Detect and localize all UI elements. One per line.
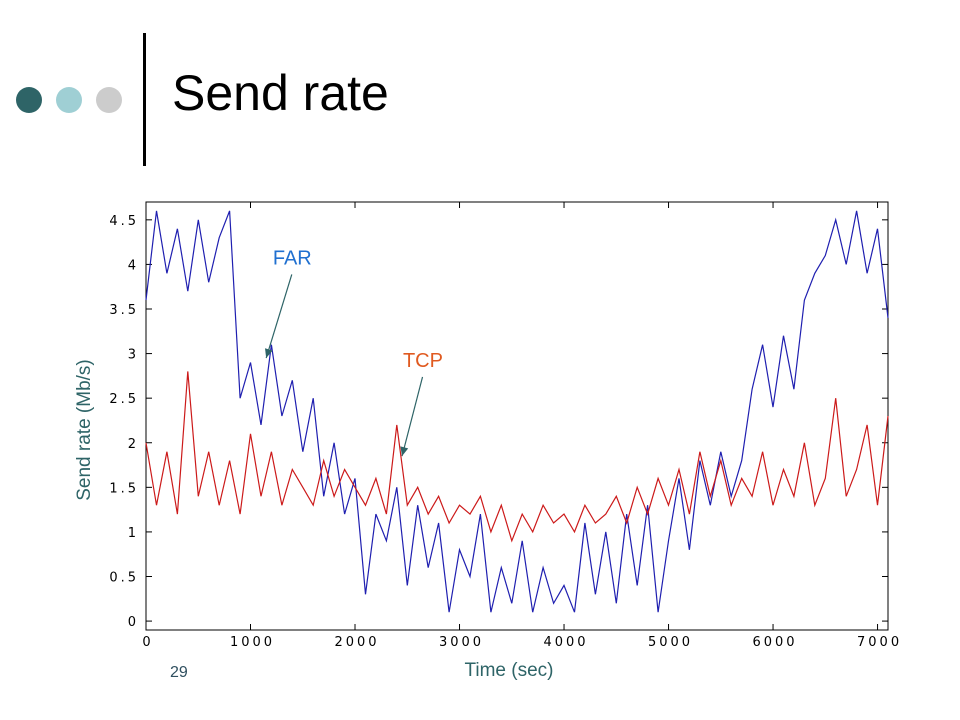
y-tick-label: 1.5 xyxy=(109,481,139,496)
annotation-arrow-line xyxy=(265,274,293,359)
decorative-dot-gray xyxy=(96,87,122,113)
x-tick-label: 5000 xyxy=(648,635,693,650)
x-tick-label: 0 xyxy=(142,635,153,650)
x-tick-label: 4000 xyxy=(543,635,588,650)
y-tick-label: 4.5 xyxy=(109,214,139,229)
slide-number: 29 xyxy=(170,664,188,681)
annotation-arrowhead xyxy=(400,446,409,457)
series-line-far xyxy=(145,210,889,613)
y-tick-label: 2.5 xyxy=(109,392,139,407)
x-tick-label: 3000 xyxy=(439,635,484,650)
decorative-dot-dark xyxy=(16,87,42,113)
decorative-dot-teal xyxy=(56,87,82,113)
series-line-tcp xyxy=(145,371,889,543)
y-axis-title: Send rate (Mb/s) xyxy=(74,359,95,501)
x-tick-label: 6000 xyxy=(752,635,797,650)
title-divider xyxy=(143,33,146,166)
x-tick-label: 7000 xyxy=(857,635,902,650)
y-tick-label: 2 xyxy=(128,437,139,452)
slide-title: Send rate xyxy=(172,65,389,121)
series-layer xyxy=(145,210,889,613)
annotation-arrowhead xyxy=(265,348,273,359)
tick-labels: 0 1000 2000 3000 4000 5000 6000 7000 0 0.5 1 1.5 2 2.… xyxy=(109,214,902,650)
annotation-arrow-line xyxy=(401,376,424,457)
y-tick-label: 3.5 xyxy=(109,303,139,318)
x-axis-title: Time (sec) xyxy=(464,660,553,681)
y-tick-label: 3 xyxy=(128,348,139,363)
y-tick-label: 0 xyxy=(128,615,139,630)
annotation-far: FAR xyxy=(273,247,312,269)
x-tick-label: 1000 xyxy=(230,635,275,650)
y-tick-label: 0.5 xyxy=(109,571,139,586)
annotation-layer: FAR TCP xyxy=(265,247,443,457)
annotation-tcp: TCP xyxy=(403,350,443,372)
x-tick-label: 2000 xyxy=(334,635,379,650)
y-tick-label: 4 xyxy=(128,258,139,273)
y-tick-label: 1 xyxy=(128,526,139,541)
plot-frame xyxy=(145,201,889,631)
axis-ticks xyxy=(145,202,888,630)
